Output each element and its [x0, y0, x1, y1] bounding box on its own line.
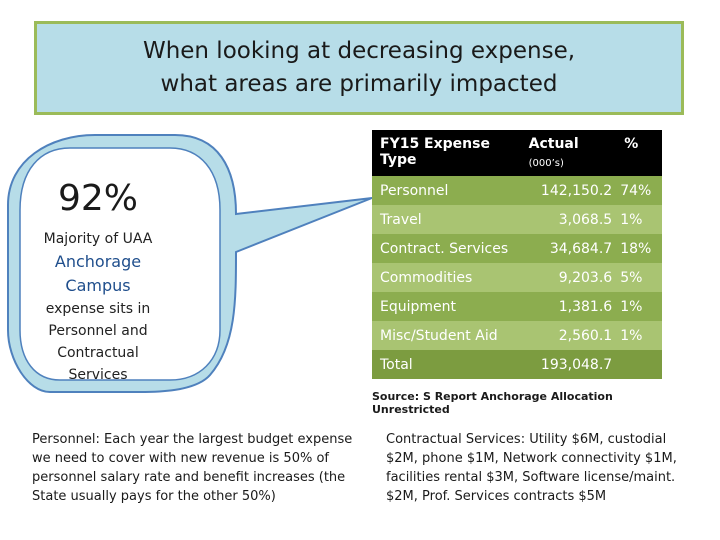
callout-line-4: expense sits in: [45, 301, 151, 317]
callout-text: 92% Majority of UAA Anchorage Campus exp…: [24, 178, 172, 386]
table-row: Personnel 142,150.2 74%: [372, 176, 662, 205]
callout-bubble-inner: [19, 147, 221, 381]
table-row: Commodities 9,203.6 5%: [372, 263, 662, 292]
table-header-row: FY15 Expense Type Actual (000’s) %: [372, 130, 662, 176]
table-row: Equipment 1,381.6 1%: [372, 292, 662, 321]
row-type: Total: [372, 350, 521, 379]
header-actual-unit: (000’s): [528, 158, 564, 169]
header-type: FY15 Expense Type: [372, 130, 521, 176]
row-type: Travel: [372, 205, 521, 234]
source-caption: Source: S Report Anchorage Allocation Un…: [372, 390, 613, 416]
row-pct: 1%: [616, 292, 662, 321]
row-type: Equipment: [372, 292, 521, 321]
row-pct: 74%: [616, 176, 662, 205]
table-row: Travel 3,068.5 1%: [372, 205, 662, 234]
row-pct: 18%: [616, 234, 662, 263]
row-actual: 1,381.6: [520, 292, 617, 321]
title-line-2: what areas are primarily impacted: [160, 71, 558, 97]
callout-line-7: Services: [68, 367, 128, 383]
callout-line-3: Campus: [65, 276, 131, 295]
row-pct: 1%: [616, 205, 662, 234]
callout-line-6: Contractual: [57, 345, 139, 361]
row-actual: 9,203.6: [520, 263, 617, 292]
row-actual: 142,150.2: [520, 176, 617, 205]
callout-percent: 92%: [57, 178, 138, 219]
row-type: Misc/Student Aid: [372, 321, 521, 350]
table-row: Misc/Student Aid 2,560.1 1%: [372, 321, 662, 350]
contractual-note: Contractual Services: Utility $6M, custo…: [386, 432, 677, 504]
row-pct: [616, 350, 662, 379]
row-type: Personnel: [372, 176, 521, 205]
header-actual-label: Actual: [528, 136, 579, 152]
row-type: Commodities: [372, 263, 521, 292]
callout-line-2: Anchorage: [54, 252, 142, 271]
personnel-note: Personnel: Each year the largest budget …: [32, 432, 353, 504]
row-actual: 34,684.7: [520, 234, 617, 263]
row-actual: 2,560.1: [520, 321, 617, 350]
title-banner: When looking at decreasing expense, what…: [34, 21, 684, 115]
row-pct: 1%: [616, 321, 662, 350]
row-type: Contract. Services: [372, 234, 521, 263]
header-actual: Actual (000’s): [520, 130, 617, 176]
header-pct: %: [616, 130, 662, 176]
table-total-row: Total 193,048.7: [372, 350, 662, 379]
callout-line-1: Majority of UAA: [43, 231, 153, 247]
expense-table: FY15 Expense Type Actual (000’s) % Perso…: [372, 130, 662, 379]
row-actual: 193,048.7: [520, 350, 617, 379]
table-row: Contract. Services 34,684.7 18%: [372, 234, 662, 263]
row-pct: 5%: [616, 263, 662, 292]
row-actual: 3,068.5: [520, 205, 617, 234]
callout-line-5: Personnel and: [48, 323, 148, 339]
title-line-1: When looking at decreasing expense,: [142, 38, 576, 64]
